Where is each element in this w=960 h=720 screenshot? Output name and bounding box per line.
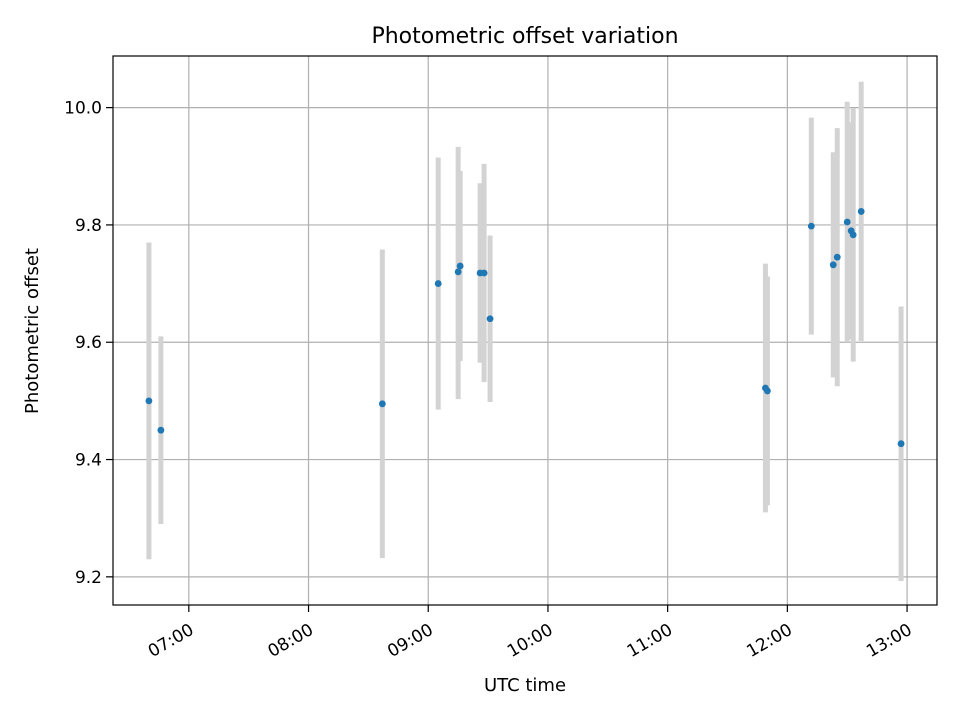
y-axis-label: Photometric offset xyxy=(22,248,43,414)
data-point xyxy=(456,262,464,270)
data-point xyxy=(764,387,771,395)
data-point xyxy=(897,440,905,448)
data-point xyxy=(829,261,837,269)
axes-frame xyxy=(112,55,938,606)
data-point xyxy=(486,315,494,323)
y-tick-label: 9.2 xyxy=(75,568,102,588)
data-point xyxy=(157,426,165,434)
data-point xyxy=(480,269,488,277)
data-point xyxy=(145,397,153,405)
data-point xyxy=(857,208,865,215)
data-point xyxy=(849,231,857,239)
data-point xyxy=(833,253,841,261)
data-point xyxy=(434,280,442,287)
chart-title: Photometric offset variation xyxy=(371,24,678,49)
x-axis-label: UTC time xyxy=(484,675,566,696)
grid xyxy=(113,56,937,605)
data-points xyxy=(145,208,905,448)
data-point xyxy=(807,222,815,230)
y-tick-label: 9.8 xyxy=(75,216,102,236)
data-point xyxy=(378,400,386,408)
data-point xyxy=(843,218,851,226)
y-tick-label: 9.6 xyxy=(75,333,102,353)
data-point xyxy=(454,268,462,276)
y-tick-label: 10.0 xyxy=(64,99,102,119)
y-tick-label: 9.4 xyxy=(75,451,102,471)
